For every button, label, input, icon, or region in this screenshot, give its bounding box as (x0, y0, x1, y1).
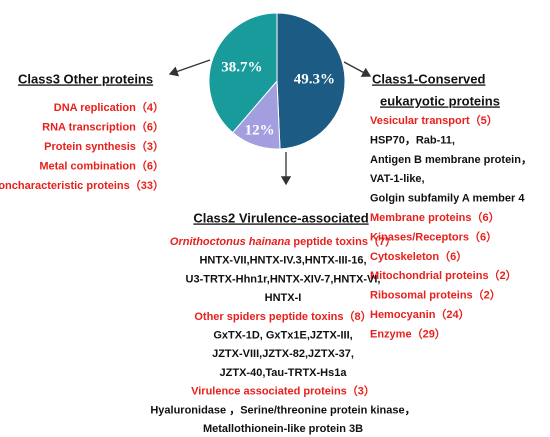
item-text: Golgin subfamily A member 4 (370, 193, 525, 205)
item-text: Protein synthesis（3） (44, 140, 164, 153)
item-text: RNA transcription（6） (42, 120, 164, 133)
list-item: Ribosomal proteins（2） (370, 289, 501, 302)
list-item: Mitochondrial proteins（2） (370, 269, 517, 282)
item-text: Kinases/Receptors（6） (370, 230, 497, 243)
item-text: Enzyme（29） (370, 327, 446, 340)
list-item: Vesicular transport（5） (370, 114, 498, 127)
list-item: Cytoskeleton（6） (370, 250, 467, 263)
item-text: Hemocyanin（24） (370, 308, 470, 321)
list-item: VAT-1-like, (370, 173, 425, 185)
list-item: Noncharacteristic proteins（33） (0, 179, 164, 192)
list-item: Enzyme（29） (370, 327, 446, 340)
item-text: Membrane proteins（6） (370, 211, 500, 224)
slice-label: 12% (245, 123, 275, 139)
slice-label: 49.3% (294, 72, 335, 88)
list-item: U3-TRTX-Hhn1r,HNTX-XIV-7,HNTX-VI, (186, 273, 381, 285)
pie-slice (276, 12, 346, 150)
list-item: HNTX-VII,HNTX-IV.3,HNTX-III-16, (199, 255, 366, 267)
item-text: Metallothionein-like protein 3B (203, 423, 363, 435)
item-text: HNTX-VII,HNTX-IV.3,HNTX-III-16, (199, 255, 366, 267)
list-item: DNA replication（4） (54, 101, 164, 114)
item-text: Virulence associated proteins（3） (191, 385, 375, 398)
class-title: Class1-Conserved (372, 71, 485, 86)
item-text: peptide toxins（7） (290, 235, 396, 248)
item-text: U3-TRTX-Hhn1r,HNTX-XIV-7,HNTX-VI, (186, 273, 381, 285)
item-text: Cytoskeleton（6） (370, 250, 467, 263)
item-text: Mitochondrial proteins（2） (370, 269, 517, 282)
list-item: HNTX-I (265, 292, 302, 304)
item-text: HNTX-I (265, 292, 302, 304)
list-item: Antigen B membrane protein， (370, 154, 532, 166)
list-item: Hemocyanin（24） (370, 308, 470, 321)
item-text: Vesicular transport（5） (370, 114, 498, 127)
item-text: JZTX-VIII,JZTX-82,JZTX-37, (212, 348, 354, 360)
class-title: Class3 Other proteins (18, 71, 153, 86)
list-item: Protein synthesis（3） (44, 140, 164, 153)
arrow (168, 59, 211, 77)
list-item: Hyaluronidase ，Serine/threonine protein … (150, 404, 415, 416)
item-text: GxTX-1D, GxTx1E,JZTX-III, (213, 329, 352, 341)
item-text: Ribosomal proteins（2） (370, 289, 501, 302)
list-item: Other spiders peptide toxins（8） (194, 310, 371, 323)
arrow (343, 61, 372, 77)
item-text: DNA replication（4） (54, 101, 164, 114)
slice-label: 38.7% (221, 59, 262, 75)
list-item: Ornithoctonus hainana peptide toxins（7） (170, 235, 396, 248)
item-text: VAT-1-like, (370, 173, 425, 185)
item-text: Noncharacteristic proteins（33） (0, 179, 164, 192)
list-item: Kinases/Receptors（6） (370, 230, 497, 243)
item-text: Hyaluronidase ，Serine/threonine protein … (150, 404, 415, 416)
list-item: JZTX-40,Tau-TRTX-Hs1a (220, 367, 348, 379)
list-item: Membrane proteins（6） (370, 211, 500, 224)
class-title: eukaryotic proteins (380, 93, 500, 108)
class-title: Class2 Virulence-associated (193, 210, 368, 225)
arrows (168, 59, 372, 186)
list-item: JZTX-VIII,JZTX-82,JZTX-37, (212, 348, 354, 360)
list-item: Metallothionein-like protein 3B (203, 423, 363, 435)
list-item: RNA transcription（6） (42, 120, 164, 133)
list-item: Virulence associated proteins（3） (191, 385, 375, 398)
list-item: GxTX-1D, GxTx1E,JZTX-III, (213, 329, 352, 341)
list-item: HSP70，Rab-11, (370, 134, 455, 146)
item-text: Antigen B membrane protein， (370, 154, 532, 166)
item-text: Metal combination（6） (39, 159, 164, 172)
item-text: HSP70，Rab-11, (370, 134, 455, 146)
pie-slice (208, 12, 278, 134)
italic-text: Ornithoctonus hainana (170, 236, 290, 248)
list-item: Golgin subfamily A member 4 (370, 193, 525, 205)
item-text: Other spiders peptide toxins（8） (194, 310, 371, 323)
item-text: JZTX-40,Tau-TRTX-Hs1a (220, 367, 348, 379)
list-item: Metal combination（6） (39, 159, 164, 172)
